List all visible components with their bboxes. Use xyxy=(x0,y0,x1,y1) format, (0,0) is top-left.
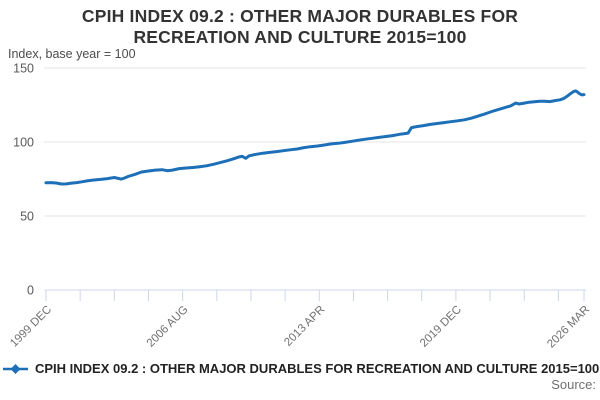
x-tick-label: 2006 AUG xyxy=(145,304,191,350)
legend-line-marker-icon xyxy=(3,363,28,374)
x-tick-label: 2019 DEC xyxy=(418,304,464,350)
chart-title-line-2: RECREATION AND CULTURE 2015=100 xyxy=(133,27,467,47)
legend-label: CPIH INDEX 09.2 : OTHER MAJOR DURABLES F… xyxy=(35,361,600,376)
series-line[interactable] xyxy=(44,89,586,186)
y-tick-label: 100 xyxy=(13,136,34,150)
y-axis-unit-label: Index, base year = 100 xyxy=(8,47,136,61)
x-tick-label: 1999 DEC xyxy=(8,304,54,350)
x-tick-label: 2013 APR xyxy=(282,304,327,349)
x-tick-label: 2026 MAR xyxy=(545,304,592,351)
source-label: Source: xyxy=(551,377,596,392)
y-tick-label: 50 xyxy=(20,210,34,224)
y-tick-label: 150 xyxy=(13,62,34,76)
chart-title-line-1: CPIH INDEX 09.2 : OTHER MAJOR DURABLES F… xyxy=(81,6,519,26)
legend-item[interactable]: CPIH INDEX 09.2 : OTHER MAJOR DURABLES F… xyxy=(2,361,600,376)
y-tick-label: 0 xyxy=(27,284,34,298)
chart-title: CPIH INDEX 09.2 : OTHER MAJOR DURABLES F… xyxy=(30,6,570,48)
